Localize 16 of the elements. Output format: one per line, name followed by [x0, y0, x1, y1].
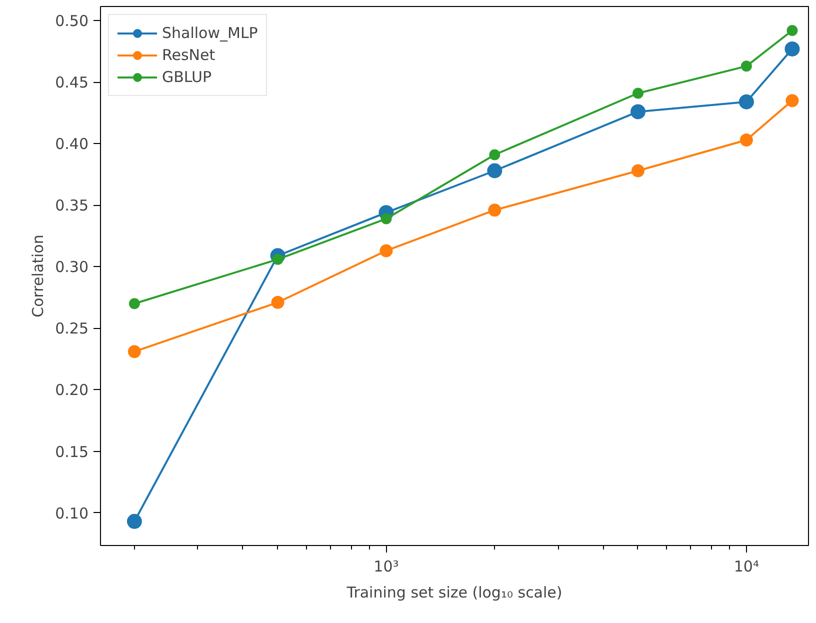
y-tick-label: 0.15: [55, 442, 89, 461]
y-tick-label: 0.30: [55, 258, 89, 276]
y-tick-label: 0.10: [55, 504, 89, 522]
y-axis-title: Correlation: [29, 234, 48, 318]
y-tick-label: 0.25: [55, 320, 89, 338]
legend-label: ResNet: [162, 46, 216, 64]
legend-label: Shallow_MLP: [162, 24, 258, 42]
y-tick-label: 0.35: [55, 196, 89, 215]
x-tick-label: 10³: [374, 558, 399, 576]
x-axis-title: Training set size (log₁₀ scale): [346, 584, 562, 602]
y-tick-label: 0.20: [55, 381, 89, 400]
y-tick-label: 0.40: [55, 135, 89, 154]
y-tick-label: 0.50: [55, 12, 89, 30]
x-tick-label: 10⁴: [734, 558, 759, 576]
legend-label: GBLUP: [162, 68, 212, 86]
y-tick-label: 0.45: [55, 74, 89, 92]
